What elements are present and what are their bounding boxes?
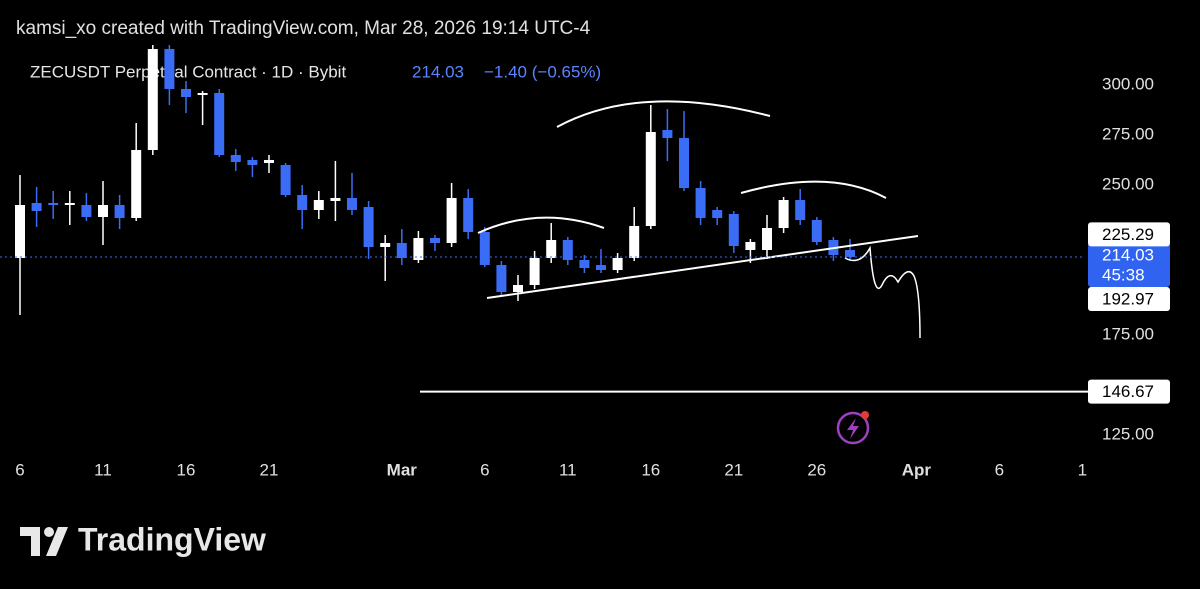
x-tick-label: 6 (15, 460, 24, 479)
trendline (486, 235, 919, 299)
candle-body (811, 220, 822, 242)
candle-body (529, 258, 540, 285)
drawings (477, 100, 921, 339)
candle-body (413, 238, 424, 260)
candle-body (612, 258, 623, 270)
candle-body (596, 265, 606, 270)
candle-body (463, 198, 474, 232)
price-label-box (1088, 287, 1170, 312)
candle-body (546, 240, 557, 258)
candle-body (778, 200, 789, 228)
candle-body (380, 243, 391, 247)
price-label: 146.67 (1102, 382, 1154, 401)
x-tick-label: 16 (177, 460, 196, 479)
candle-body (396, 243, 407, 258)
candle-body (712, 210, 723, 218)
alert-icon (836, 411, 870, 445)
x-tick-label: 21 (260, 460, 279, 479)
candle-body (662, 130, 673, 138)
candle-body (629, 226, 640, 258)
candle-body (562, 240, 573, 260)
candle-body (513, 285, 523, 292)
candle-body (197, 93, 208, 95)
candle-body (728, 214, 739, 246)
y-tick-label: 250.00 (1102, 174, 1154, 193)
x-tick-label: 6 (995, 460, 1004, 479)
candle-body (181, 89, 191, 97)
candle-body (496, 265, 507, 292)
header-change: −1.40 (−0.65%) (484, 62, 601, 81)
last-price-label: 214.03 (1102, 245, 1154, 264)
candle-body (313, 200, 324, 210)
chart-title: ZECUSDT Perpetual Contract · 1D · Bybit (30, 62, 346, 81)
candle-body (247, 160, 258, 165)
candle-body (330, 198, 341, 201)
candle-body (264, 160, 274, 163)
candle-body (762, 228, 772, 250)
brand: TradingView (78, 521, 266, 557)
x-tick-label: Apr (902, 460, 932, 479)
candle-body (64, 203, 75, 205)
candle-body (745, 242, 756, 250)
candle-body (131, 150, 142, 218)
brand-logo (20, 527, 68, 556)
candle-body (363, 207, 374, 247)
y-tick-label: 175.00 (1102, 324, 1154, 343)
candle-body (347, 198, 357, 210)
candle-body (645, 132, 656, 226)
candle-body (15, 205, 25, 258)
candle-body (81, 205, 92, 217)
x-tick-label: 11 (94, 460, 112, 479)
candle-body (31, 203, 42, 211)
countdown: 45:38 (1102, 265, 1145, 284)
y-tick-label: 125.00 (1102, 424, 1154, 443)
candle-body (297, 195, 308, 210)
plot (15, 45, 855, 315)
arc (477, 216, 605, 234)
candle-body (147, 49, 158, 150)
candle-body (845, 250, 855, 257)
candle-body (479, 232, 490, 265)
x-tick-label: Mar (387, 460, 418, 479)
candle-body (98, 205, 108, 217)
price-label: 225.29 (1102, 225, 1154, 244)
candle-body (164, 49, 175, 89)
candle-body (679, 138, 689, 188)
arc (740, 180, 887, 199)
x-tick-label: 1 (1078, 460, 1087, 479)
candle-body (214, 93, 225, 155)
candle-body (446, 198, 457, 243)
candle-body (579, 260, 590, 268)
price-label-box (1088, 379, 1170, 404)
attribution: kamsi_xo created with TradingView.com, M… (16, 18, 591, 39)
x-tick-label: 26 (807, 460, 826, 479)
x-tick-label: 21 (724, 460, 743, 479)
candle-body (230, 155, 241, 162)
y-tick-label: 275.00 (1102, 124, 1154, 143)
x-tick-label: 6 (480, 460, 489, 479)
candle-body (795, 200, 806, 220)
candle-body (280, 165, 291, 195)
candle-body (114, 205, 125, 218)
last-price-box (1088, 242, 1170, 287)
arc (556, 100, 771, 128)
header-price: 214.03 (412, 62, 464, 81)
candle-body (695, 188, 706, 218)
price-label-box (1088, 222, 1170, 247)
scribble (844, 245, 921, 339)
candle-body (48, 203, 59, 205)
x-tick-label: 11 (559, 460, 577, 479)
candle-body (430, 238, 440, 243)
price-label: 192.97 (1102, 290, 1154, 309)
y-tick-label: 300.00 (1102, 74, 1154, 93)
x-tick-label: 16 (641, 460, 660, 479)
